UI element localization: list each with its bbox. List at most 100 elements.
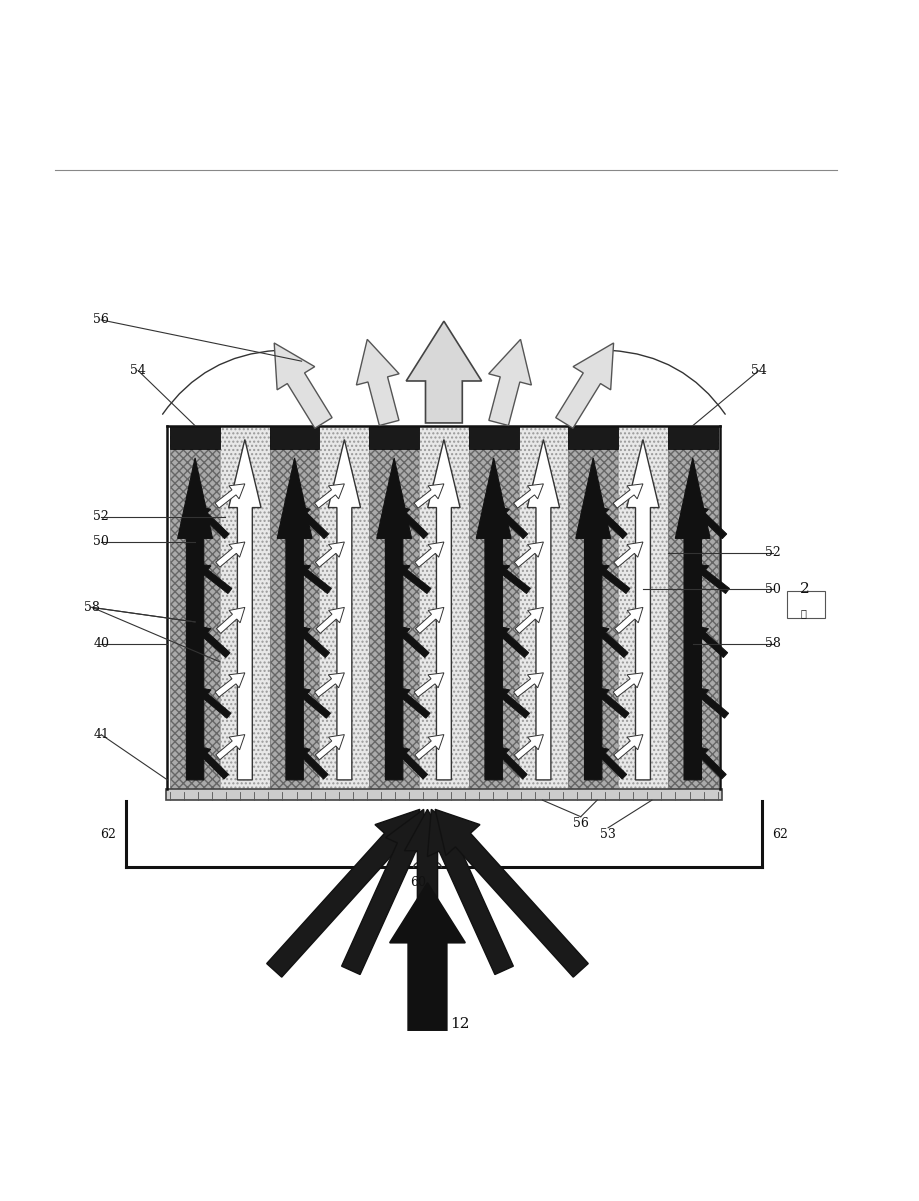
Bar [667, 425, 717, 789]
FancyArrow shape [614, 608, 642, 633]
Text: 54: 54 [750, 364, 766, 377]
FancyArrow shape [294, 746, 328, 779]
FancyArrow shape [415, 608, 444, 633]
Text: 图: 图 [800, 609, 805, 619]
FancyArrow shape [593, 563, 630, 593]
FancyArrow shape [527, 440, 559, 779]
FancyArrow shape [692, 563, 729, 593]
FancyArrow shape [593, 626, 628, 657]
Text: 56: 56 [93, 313, 109, 327]
FancyArrow shape [314, 484, 344, 508]
FancyArrow shape [675, 458, 709, 779]
FancyArrow shape [692, 746, 725, 779]
FancyArrow shape [195, 687, 231, 718]
FancyArrow shape [177, 458, 212, 779]
FancyArrow shape [294, 563, 331, 593]
Text: 50: 50 [764, 582, 780, 596]
FancyArrow shape [267, 809, 419, 978]
Bar [667, 425, 717, 449]
Text: 56: 56 [573, 817, 588, 830]
FancyArrow shape [294, 506, 328, 538]
Bar [469, 425, 518, 789]
FancyArrow shape [494, 563, 530, 593]
FancyArrow shape [215, 484, 244, 508]
FancyArrow shape [514, 542, 543, 567]
Text: 62: 62 [99, 827, 116, 841]
FancyArrow shape [229, 440, 261, 779]
FancyArrow shape [427, 440, 460, 779]
Text: 58: 58 [764, 638, 780, 650]
FancyArrow shape [404, 809, 450, 970]
FancyArrow shape [195, 746, 228, 779]
Bar [165, 789, 721, 800]
FancyArrow shape [215, 673, 244, 697]
FancyArrow shape [406, 321, 482, 423]
Bar [269, 425, 319, 449]
FancyArrow shape [575, 458, 610, 779]
FancyArrow shape [294, 626, 329, 657]
Text: 2: 2 [800, 582, 809, 596]
Bar [568, 425, 618, 449]
FancyArrow shape [393, 746, 427, 779]
Bar [319, 425, 369, 789]
FancyArrow shape [626, 440, 658, 779]
FancyArrow shape [195, 506, 229, 538]
FancyArrow shape [513, 484, 543, 508]
FancyArrow shape [215, 542, 244, 567]
FancyArrow shape [393, 506, 427, 538]
Bar [170, 425, 220, 789]
FancyArrow shape [494, 746, 527, 779]
Text: 52: 52 [764, 546, 780, 560]
FancyArrow shape [294, 687, 330, 718]
FancyArrow shape [427, 809, 513, 974]
FancyArrow shape [314, 673, 344, 697]
Bar [518, 425, 568, 789]
Bar [369, 425, 418, 449]
Text: 58: 58 [84, 600, 100, 614]
Bar [369, 425, 418, 789]
FancyArrow shape [494, 626, 528, 657]
FancyArrow shape [341, 809, 427, 974]
FancyArrow shape [393, 687, 429, 718]
Text: 52: 52 [93, 510, 109, 524]
FancyArrow shape [356, 340, 399, 425]
Text: 12: 12 [449, 1017, 470, 1030]
FancyArrow shape [215, 735, 244, 760]
FancyArrow shape [593, 506, 627, 538]
FancyArrow shape [376, 458, 411, 779]
Bar [568, 425, 618, 789]
FancyArrow shape [515, 608, 543, 633]
Text: 50: 50 [93, 536, 109, 549]
Text: 41: 41 [93, 728, 109, 741]
Text: 54: 54 [130, 364, 146, 377]
FancyArrow shape [328, 440, 360, 779]
FancyArrow shape [514, 735, 543, 760]
FancyArrow shape [274, 343, 332, 429]
Bar [618, 425, 667, 789]
FancyArrow shape [195, 626, 230, 657]
FancyArrow shape [613, 542, 642, 567]
FancyArrow shape [593, 746, 626, 779]
FancyArrow shape [277, 458, 312, 779]
Bar [269, 425, 319, 789]
Text: 53: 53 [599, 827, 616, 841]
FancyArrow shape [692, 687, 728, 718]
Text: 60: 60 [410, 877, 425, 890]
Text: 62: 62 [771, 827, 788, 841]
FancyArrow shape [593, 687, 629, 718]
FancyArrow shape [692, 506, 726, 538]
FancyArrow shape [315, 608, 344, 633]
FancyArrow shape [692, 626, 727, 657]
FancyArrow shape [513, 673, 543, 697]
Bar [469, 425, 518, 449]
Bar [418, 425, 469, 789]
FancyArrow shape [613, 735, 642, 760]
FancyArrow shape [315, 542, 344, 567]
Bar [786, 591, 824, 619]
FancyArrow shape [488, 340, 531, 425]
Bar [220, 425, 269, 789]
FancyArrow shape [494, 687, 529, 718]
FancyArrow shape [390, 883, 465, 1030]
FancyArrow shape [393, 563, 430, 593]
FancyArrow shape [435, 809, 587, 978]
